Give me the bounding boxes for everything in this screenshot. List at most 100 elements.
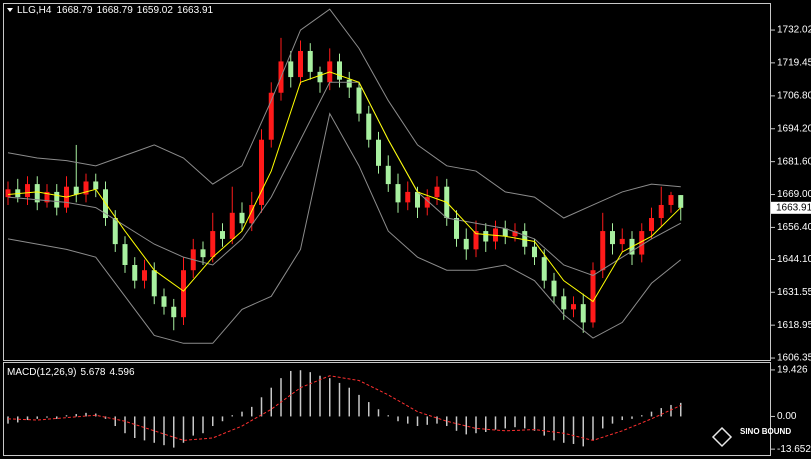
price-panel-frame <box>3 3 771 361</box>
menu-triangle[interactable] <box>7 8 13 12</box>
y-tick-label: -13.652 <box>777 444 811 455</box>
y-tick-label: 19.426 <box>777 365 808 376</box>
candle-body <box>649 218 654 232</box>
candle-body <box>658 204 664 219</box>
y-tick-label: 1732.02 <box>777 25 811 36</box>
candle-body <box>356 87 362 114</box>
candle-body <box>346 79 352 88</box>
candle-body <box>220 231 225 239</box>
candle-body <box>678 195 684 208</box>
y-tick-label: 1618.95 <box>777 320 811 331</box>
signal-last: 4.596 <box>110 367 135 378</box>
header-high: 1668.79 <box>97 5 134 16</box>
y-tick-label: 1719.45 <box>777 57 811 68</box>
y-tick-label: 1606.35 <box>777 353 811 364</box>
symbol: LLG,H4 <box>17 5 52 16</box>
candle-body <box>668 195 674 205</box>
moving-average <box>7 71 682 303</box>
candle-body <box>580 304 586 323</box>
candle-body <box>385 165 391 185</box>
candle-body <box>93 181 99 190</box>
macd-title: MACD(12,26,9) <box>7 367 76 378</box>
candle-body <box>34 184 40 203</box>
y-tick-label: 1656.40 <box>777 222 811 233</box>
candle-body <box>298 50 303 78</box>
candle-body <box>337 61 342 80</box>
last-price-box <box>771 201 811 214</box>
bollinger-line <box>7 8 681 219</box>
candle-body <box>229 212 235 239</box>
candle-body <box>502 228 508 237</box>
candle-body <box>239 212 245 224</box>
candle-body <box>395 184 401 203</box>
candle-body <box>151 270 157 297</box>
candle-body <box>619 238 625 245</box>
bollinger-line <box>7 81 681 276</box>
header-low: 1659.02 <box>137 5 174 16</box>
candle-body <box>415 191 420 208</box>
y-tick-label: 1681.60 <box>777 156 811 167</box>
macd-panel-frame <box>3 362 771 456</box>
candle-body <box>463 238 469 250</box>
candle-body <box>54 191 60 208</box>
candle-body <box>249 204 255 224</box>
y-tick-label: 1669.00 <box>777 189 811 200</box>
macd-header: MACD(12,26,9) 5.678 4.596 <box>7 367 135 378</box>
candle-body <box>317 71 323 83</box>
candle-body <box>259 139 264 205</box>
candle-body <box>522 231 528 247</box>
candle-body <box>200 249 206 258</box>
candle-body <box>571 304 576 310</box>
y-tick-label: 0.00 <box>777 411 797 422</box>
candle-body <box>512 231 518 237</box>
candle-body <box>307 50 313 72</box>
candle-body <box>112 218 118 245</box>
signal-line <box>7 375 681 441</box>
candle-body <box>181 270 186 318</box>
candle-body <box>532 246 537 258</box>
candle-body <box>424 197 430 208</box>
candle-body <box>268 92 274 140</box>
candle-body <box>122 244 128 265</box>
candle-body <box>171 306 177 318</box>
bollinger-line <box>7 112 682 344</box>
candle-body <box>551 280 557 297</box>
logo-text: SINO BOUND <box>740 427 791 436</box>
candle-body <box>483 231 489 242</box>
candle-body <box>405 191 411 203</box>
candle-body <box>561 296 567 310</box>
macd-last: 5.678 <box>80 367 105 378</box>
candle-body <box>25 184 30 198</box>
candle-body <box>610 231 615 245</box>
candle-body <box>376 139 381 166</box>
y-tick-label: 1706.80 <box>777 91 811 102</box>
candle-body <box>5 189 11 198</box>
y-tick-label: 1694.20 <box>777 123 811 134</box>
price-header: LLG,H4 1668.79 1668.79 1659.02 1663.91 <box>17 5 214 16</box>
candle-body <box>132 264 138 281</box>
candle-body <box>142 270 147 281</box>
candle-body <box>600 231 606 271</box>
candle-body <box>210 231 216 258</box>
candle-body <box>541 257 547 281</box>
candle-body <box>590 270 596 323</box>
candle-body <box>288 61 294 78</box>
candle-body <box>161 296 167 307</box>
y-tick-label: 1631.55 <box>777 287 811 298</box>
candle-body <box>454 218 459 239</box>
header-open: 1668.79 <box>56 5 93 16</box>
y-tick-label: 1644.10 <box>777 254 811 265</box>
logo-icon <box>711 426 733 448</box>
candle-body <box>434 186 440 198</box>
candle-body <box>366 113 372 140</box>
header-close: 1663.91 <box>177 5 214 16</box>
logo: SINO BOUND <box>711 426 791 448</box>
candle-body <box>473 231 479 250</box>
last-price-label: 1663.91 <box>776 202 811 213</box>
candle-body <box>44 191 50 203</box>
candle-body <box>73 186 79 195</box>
candle-body <box>83 181 89 195</box>
candle-body <box>639 231 645 255</box>
